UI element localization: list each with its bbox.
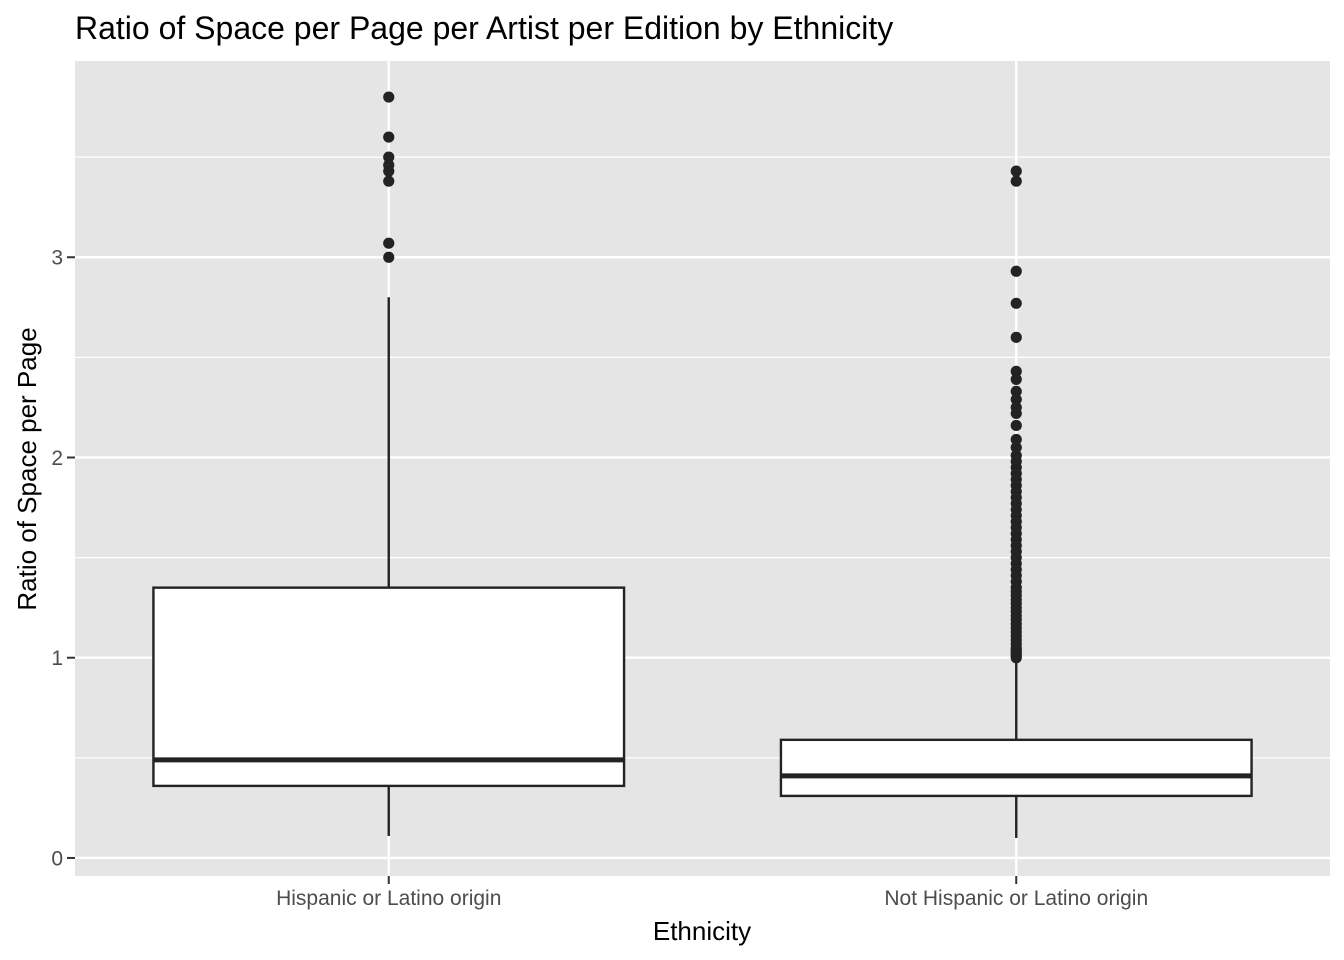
box-group: [152, 91, 626, 836]
outlier-point: [1010, 175, 1022, 187]
outlier-point: [1010, 365, 1022, 377]
outlier-point: [1010, 449, 1022, 462]
y-axis-title: Ratio of Space per Page: [12, 327, 42, 610]
box-group: [779, 165, 1253, 838]
outlier-point: [1010, 433, 1022, 446]
outlier-point: [1010, 297, 1022, 309]
outlier-point: [383, 237, 395, 249]
x-tick-label: Hispanic or Latino origin: [276, 887, 501, 910]
outlier-point: [383, 91, 395, 103]
x-tick-label: Not Hispanic or Latino origin: [884, 887, 1148, 910]
outlier-point: [1010, 385, 1022, 398]
box-iqr: [779, 738, 1253, 798]
box-iqr: [152, 586, 626, 788]
x-axis-title: Ethnicity: [653, 916, 751, 946]
box-series: [152, 91, 1253, 838]
y-tick-label: 2: [51, 447, 63, 470]
chart-title: Ratio of Space per Page per Artist per E…: [75, 10, 893, 46]
x-axis: Hispanic or Latino origin Not Hispanic or…: [276, 876, 1148, 910]
outlier-point: [1010, 393, 1022, 406]
outlier-point: [383, 151, 395, 163]
y-tick-label: 1: [51, 647, 63, 670]
outlier-point: [1010, 419, 1022, 432]
outlier-point: [1010, 331, 1022, 343]
outlier-point: [383, 175, 395, 187]
outlier-point: [1010, 373, 1022, 385]
y-tick-label: 3: [51, 247, 63, 270]
outlier-point: [383, 251, 395, 263]
y-tick-label: 0: [51, 847, 63, 870]
y-axis: 0 1 2 3: [51, 247, 75, 870]
outlier-point: [1010, 401, 1022, 414]
outlier-point: [383, 159, 395, 171]
outlier-point: [1010, 441, 1022, 454]
outlier-point: [1010, 265, 1022, 277]
outlier-point: [383, 131, 395, 143]
outlier-point: [1010, 165, 1022, 177]
